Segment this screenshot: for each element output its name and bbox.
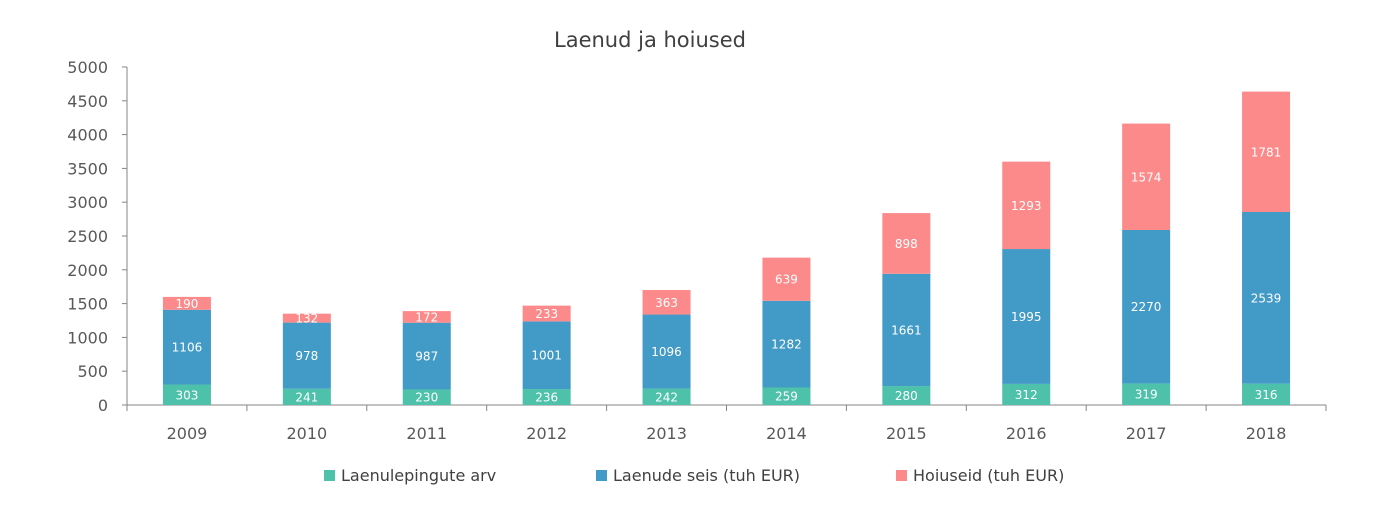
y-tick-label: 500	[77, 362, 108, 381]
y-tick-label: 3500	[67, 159, 108, 178]
bar-segment	[1122, 229, 1171, 384]
data-label: 1096	[651, 345, 682, 359]
data-label: 236	[535, 391, 558, 405]
bar-segment	[402, 322, 451, 390]
legend-swatch	[896, 470, 907, 481]
bar-segment	[402, 389, 451, 405]
data-label: 363	[655, 296, 678, 310]
bar-segment	[762, 257, 811, 301]
x-tick-label: 2012	[526, 424, 567, 443]
bar-segment	[1002, 383, 1051, 405]
data-label: 978	[295, 349, 318, 363]
data-label: 898	[895, 237, 918, 251]
bar-segment	[1002, 249, 1051, 384]
data-label: 241	[295, 390, 318, 404]
bar-segment	[882, 213, 931, 274]
bar-segment	[1122, 123, 1171, 230]
y-tick-label: 0	[98, 396, 108, 415]
data-label: 242	[655, 390, 678, 404]
data-label: 2539	[1251, 291, 1282, 305]
bar-segment	[882, 273, 931, 387]
bar-segment	[642, 314, 691, 389]
bar-segment	[1242, 91, 1291, 213]
legend-swatch	[324, 470, 335, 481]
data-label: 1574	[1131, 170, 1162, 184]
bar-segment	[522, 321, 571, 390]
data-label: 987	[415, 350, 438, 364]
x-tick-label: 2010	[286, 424, 327, 443]
data-label: 1781	[1251, 145, 1282, 159]
y-tick-label: 1500	[67, 295, 108, 314]
y-tick-label: 2500	[67, 227, 108, 246]
data-label: 1106	[172, 341, 203, 355]
data-label: 172	[415, 310, 438, 324]
x-tick-label: 2015	[886, 424, 927, 443]
stacked-bar-chart: 0 500 1000 1500 2000 2500 3000 3500 4000 4500 5000…	[67, 58, 1327, 443]
data-label: 230	[415, 391, 438, 405]
data-label: 303	[175, 388, 198, 402]
legend-item-hoiuseid: Hoiuseid (tuh EUR)	[896, 466, 1064, 485]
y-tick-label: 5000	[67, 58, 108, 77]
legend-label: Laenulepingute arv	[341, 466, 497, 485]
bar-segment	[642, 388, 691, 405]
data-label: 280	[895, 389, 918, 403]
bar-segment	[1242, 383, 1291, 405]
bar-segment	[162, 296, 211, 310]
data-label: 1293	[1011, 199, 1042, 213]
legend: Laenulepingute arv Laenude seis (tuh EUR…	[0, 466, 1377, 490]
data-label: 233	[535, 307, 558, 321]
y-tick-label: 3000	[67, 193, 108, 212]
legend-swatch	[596, 470, 607, 481]
y-tick-label: 1000	[67, 328, 108, 347]
bar-segment	[882, 386, 931, 405]
y-tick-label: 4000	[67, 126, 108, 145]
bar-segment	[642, 290, 691, 315]
data-label: 2270	[1131, 300, 1162, 314]
data-label: 1661	[891, 323, 922, 337]
legend-item-laenulepingute: Laenulepingute arv	[324, 466, 496, 485]
data-label: 1001	[531, 349, 562, 363]
bar-segment	[282, 388, 331, 405]
y-tick-label: 4500	[67, 92, 108, 111]
bar-segment	[522, 389, 571, 405]
chart-title: Laenud ja hoiused	[554, 28, 746, 52]
bar-segment	[402, 311, 451, 323]
legend-item-laenude-seis: Laenude seis (tuh EUR)	[596, 466, 800, 485]
data-label: 312	[1015, 388, 1038, 402]
data-label: 132	[295, 312, 318, 326]
bar-segment	[762, 387, 811, 405]
bar-segment	[282, 322, 331, 389]
bar-segment	[1002, 161, 1051, 250]
data-label: 639	[775, 273, 798, 287]
y-tick-label: 2000	[67, 261, 108, 280]
bar-segment	[522, 305, 571, 322]
bar-segment	[162, 384, 211, 405]
data-label: 259	[775, 390, 798, 404]
legend-label: Laenude seis (tuh EUR)	[613, 466, 801, 485]
x-tick-label: 2014	[766, 424, 807, 443]
legend-label: Hoiuseid (tuh EUR)	[913, 466, 1065, 485]
data-label: 1282	[771, 338, 802, 352]
bar-segment	[282, 313, 331, 323]
bar-segment	[162, 309, 211, 385]
x-tick-label: 2013	[646, 424, 687, 443]
data-label: 319	[1135, 388, 1158, 402]
x-tick-label: 2009	[167, 424, 208, 443]
data-label: 316	[1255, 388, 1278, 402]
bar-segment	[1122, 383, 1171, 405]
x-tick-label: 2016	[1006, 424, 1047, 443]
x-tick-label: 2011	[406, 424, 447, 443]
bar-segment	[1242, 212, 1291, 384]
x-tick-label: 2018	[1246, 424, 1287, 443]
bar-segment	[762, 300, 811, 388]
data-label: 190	[175, 297, 198, 311]
x-tick-label: 2017	[1126, 424, 1167, 443]
data-label: 1995	[1011, 310, 1042, 324]
